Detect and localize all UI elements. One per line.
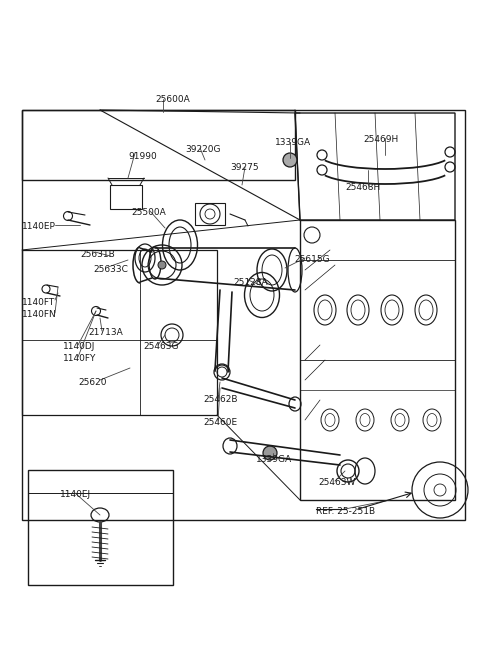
- Text: 1140EJ: 1140EJ: [60, 490, 91, 499]
- Text: 25615G: 25615G: [294, 255, 330, 264]
- Text: 25500A: 25500A: [131, 208, 166, 217]
- Text: 1140EP: 1140EP: [22, 222, 56, 231]
- Bar: [300, 220, 455, 500]
- Bar: [195, 203, 225, 225]
- Text: 25633C: 25633C: [93, 265, 128, 274]
- Text: 25463W: 25463W: [318, 478, 355, 487]
- Text: 1140FT: 1140FT: [22, 298, 55, 307]
- Text: 39275: 39275: [230, 163, 259, 172]
- Text: 25620: 25620: [78, 378, 107, 387]
- Bar: [28, 470, 173, 585]
- Text: 25462B: 25462B: [203, 395, 238, 404]
- Text: 25468H: 25468H: [345, 183, 380, 192]
- Text: 1339GA: 1339GA: [275, 138, 311, 147]
- Text: 39220G: 39220G: [185, 145, 220, 154]
- Text: 91990: 91990: [128, 152, 157, 161]
- Text: 25460E: 25460E: [203, 418, 237, 427]
- Text: 21713A: 21713A: [88, 328, 123, 337]
- Circle shape: [263, 446, 277, 460]
- Text: 25600A: 25600A: [155, 95, 190, 104]
- Text: 1339GA: 1339GA: [256, 455, 292, 464]
- Text: 25463G: 25463G: [143, 342, 179, 351]
- Text: 1140DJ: 1140DJ: [63, 342, 96, 351]
- Bar: [110, 185, 142, 209]
- Text: 1140FY: 1140FY: [63, 354, 96, 363]
- Circle shape: [283, 153, 297, 167]
- Text: 25469H: 25469H: [363, 135, 398, 144]
- Text: 1140FN: 1140FN: [22, 310, 57, 319]
- Text: 25128A: 25128A: [233, 278, 268, 287]
- Bar: [22, 250, 217, 415]
- Ellipse shape: [158, 261, 166, 269]
- Text: 25631B: 25631B: [80, 250, 115, 259]
- Bar: [22, 110, 465, 520]
- Text: REF. 25-251B: REF. 25-251B: [316, 507, 375, 516]
